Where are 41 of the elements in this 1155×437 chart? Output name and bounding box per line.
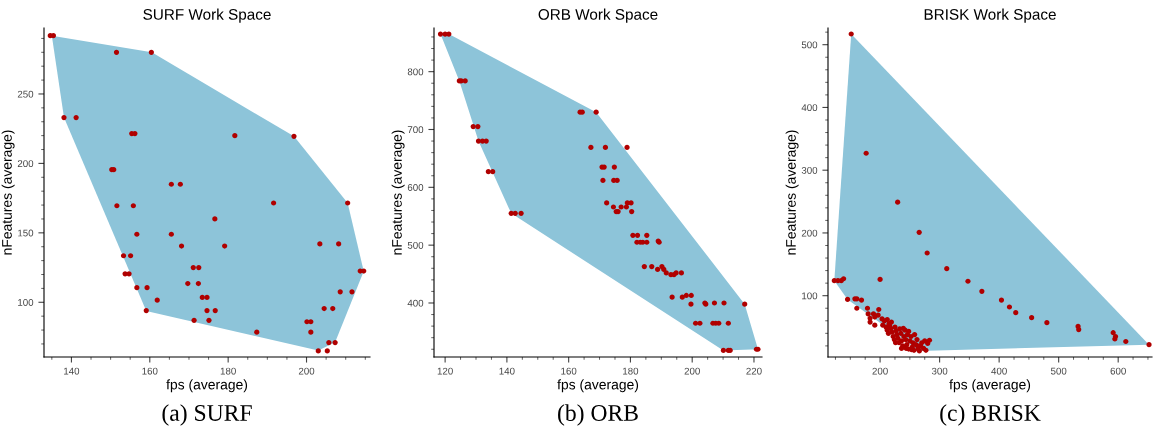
y-tick-label: 800 xyxy=(407,68,424,76)
y-tick-label: 500 xyxy=(407,241,424,249)
x-tick-label: 300 xyxy=(931,367,948,375)
x-tick-label: 160 xyxy=(561,367,577,375)
y-tick-label: 200 xyxy=(801,229,818,237)
x-tick-label: 600 xyxy=(1110,367,1126,375)
text: (c) BRISK xyxy=(940,404,1041,426)
chart-title: ORB Work Space xyxy=(538,8,658,23)
x-tick-label: 140 xyxy=(499,367,515,375)
y-tick-label: 200 xyxy=(17,160,34,168)
x-tick-label: 180 xyxy=(220,367,236,375)
x-tick-label: 180 xyxy=(623,367,639,375)
y-tick-label: 150 xyxy=(18,229,34,237)
x-tick-label: 160 xyxy=(142,367,158,375)
x-axis-title: fps (average) xyxy=(557,379,639,393)
y-tick-label: 500 xyxy=(801,41,818,49)
y-tick-label: 400 xyxy=(407,299,424,307)
y-axis-title: nFeatures (average) xyxy=(785,130,799,255)
chart-title: BRISK Work Space xyxy=(924,8,1056,23)
text: (a) SURF xyxy=(162,404,252,426)
y-tick-label: 700 xyxy=(407,126,424,134)
y-tick-label: 300 xyxy=(801,166,818,174)
y-tick-label: 100 xyxy=(18,299,34,306)
x-tick-label: 200 xyxy=(298,367,315,375)
y-tick-label: 600 xyxy=(407,184,424,191)
x-tick-label: 120 xyxy=(437,367,453,375)
x-tick-label: 200 xyxy=(872,367,888,375)
text: (b) ORB xyxy=(558,404,638,426)
x-tick-label: 500 xyxy=(1050,367,1067,375)
x-tick-label: 140 xyxy=(64,367,80,375)
y-tick-label: 250 xyxy=(17,90,34,98)
x-axis-title: fps (average) xyxy=(949,379,1031,393)
x-tick-label: 400 xyxy=(991,367,1007,375)
x-tick-label: 220 xyxy=(746,367,762,375)
x-tick-label: 200 xyxy=(684,367,700,375)
y-axis-title: nFeatures (average) xyxy=(391,130,405,255)
y-tick-label: 400 xyxy=(801,104,818,112)
x-axis-title: fps (average) xyxy=(166,379,248,393)
y-tick-label: 100 xyxy=(802,292,818,300)
y-axis-title: nFeatures (average) xyxy=(1,130,15,255)
chart-title: SURF Work Space xyxy=(143,8,271,23)
